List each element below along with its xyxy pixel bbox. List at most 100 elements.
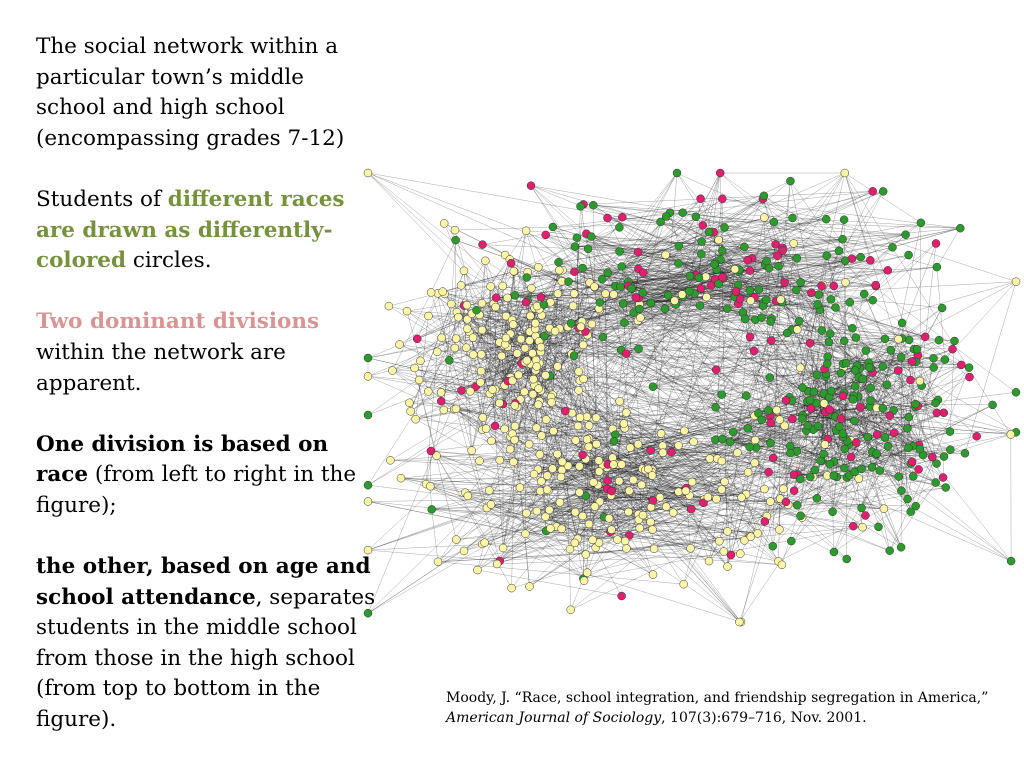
student-node: [439, 405, 449, 415]
student-node: [711, 403, 720, 412]
student-node: [772, 405, 781, 415]
student-node: [725, 437, 735, 447]
student-node: [714, 235, 723, 245]
student-node: [661, 250, 670, 260]
student-node: [655, 493, 665, 502]
student-node: [498, 543, 508, 553]
student-node: [932, 459, 941, 468]
citation: Moody, J. “Race, school integration, and…: [446, 690, 989, 726]
student-node: [742, 391, 751, 400]
student-node: [477, 350, 486, 359]
network-nodes: [363, 168, 1021, 627]
student-node: [856, 252, 865, 262]
student-node: [590, 502, 600, 511]
student-node: [761, 295, 771, 305]
student-node: [723, 562, 732, 571]
student-node: [771, 240, 780, 249]
student-node: [880, 334, 890, 344]
student-node: [426, 288, 436, 297]
student-node: [733, 448, 742, 457]
student-node: [696, 284, 706, 293]
student-node: [597, 274, 607, 284]
student-node: [456, 281, 466, 290]
student-node: [777, 560, 787, 570]
student-node: [604, 514, 614, 523]
student-node: [934, 335, 944, 345]
student-node: [451, 235, 460, 245]
student-node: [363, 353, 373, 363]
student-node: [638, 510, 648, 520]
student-node: [718, 273, 727, 282]
student-node: [584, 442, 594, 452]
student-node: [556, 472, 566, 482]
student-node: [868, 295, 877, 305]
student-node: [576, 202, 585, 211]
student-node: [439, 219, 449, 228]
student-node: [508, 376, 517, 385]
student-node: [661, 502, 671, 511]
student-node: [592, 439, 601, 449]
student-node: [839, 336, 849, 346]
student-node: [702, 292, 711, 302]
student-node: [607, 486, 616, 496]
student-node: [691, 212, 701, 221]
student-node: [667, 447, 676, 457]
student-node: [516, 334, 526, 344]
student-node: [427, 505, 436, 514]
student-node: [674, 487, 683, 497]
student-node: [835, 422, 844, 431]
student-node: [541, 512, 550, 522]
student-node: [904, 335, 914, 345]
student-node: [594, 456, 604, 465]
student-node: [826, 386, 836, 396]
student-node: [749, 346, 759, 356]
student-node: [546, 524, 555, 533]
student-node: [646, 446, 655, 455]
student-node: [886, 346, 896, 355]
student-node: [746, 532, 756, 541]
student-node: [635, 523, 644, 533]
student-node: [614, 476, 624, 486]
student-node: [509, 266, 519, 276]
student-node: [459, 266, 469, 276]
student-node: [475, 456, 484, 466]
student-node: [587, 232, 596, 241]
student-node: [674, 441, 683, 450]
student-node: [740, 242, 749, 252]
student-node: [553, 289, 563, 298]
student-node: [769, 217, 779, 227]
student-node: [866, 256, 875, 265]
student-node: [609, 460, 618, 469]
student-node: [874, 522, 883, 532]
student-node: [629, 475, 638, 485]
student-node: [658, 448, 668, 457]
student-node: [591, 413, 601, 422]
student-node: [532, 362, 541, 371]
student-node: [363, 410, 373, 420]
student-node: [492, 559, 502, 569]
student-node: [779, 484, 788, 494]
student-node: [914, 465, 923, 474]
student-node: [501, 333, 511, 343]
student-node: [939, 452, 949, 461]
student-node: [687, 504, 696, 514]
student-node: [850, 382, 860, 391]
student-node: [432, 451, 441, 460]
student-node: [601, 289, 610, 298]
student-node: [529, 374, 538, 384]
student-node: [656, 429, 666, 438]
student-node: [625, 443, 635, 452]
student-node: [766, 418, 776, 428]
student-node: [825, 405, 835, 414]
student-node: [904, 250, 913, 260]
student-node: [618, 212, 627, 222]
student-node: [620, 318, 629, 328]
student-node: [776, 295, 785, 304]
student-node: [711, 365, 721, 374]
student-node: [363, 608, 373, 618]
bold-race-division: One division is based on race: [36, 431, 329, 488]
student-node: [576, 322, 586, 331]
student-node: [894, 472, 903, 481]
student-node: [888, 243, 897, 252]
student-node: [911, 501, 920, 511]
